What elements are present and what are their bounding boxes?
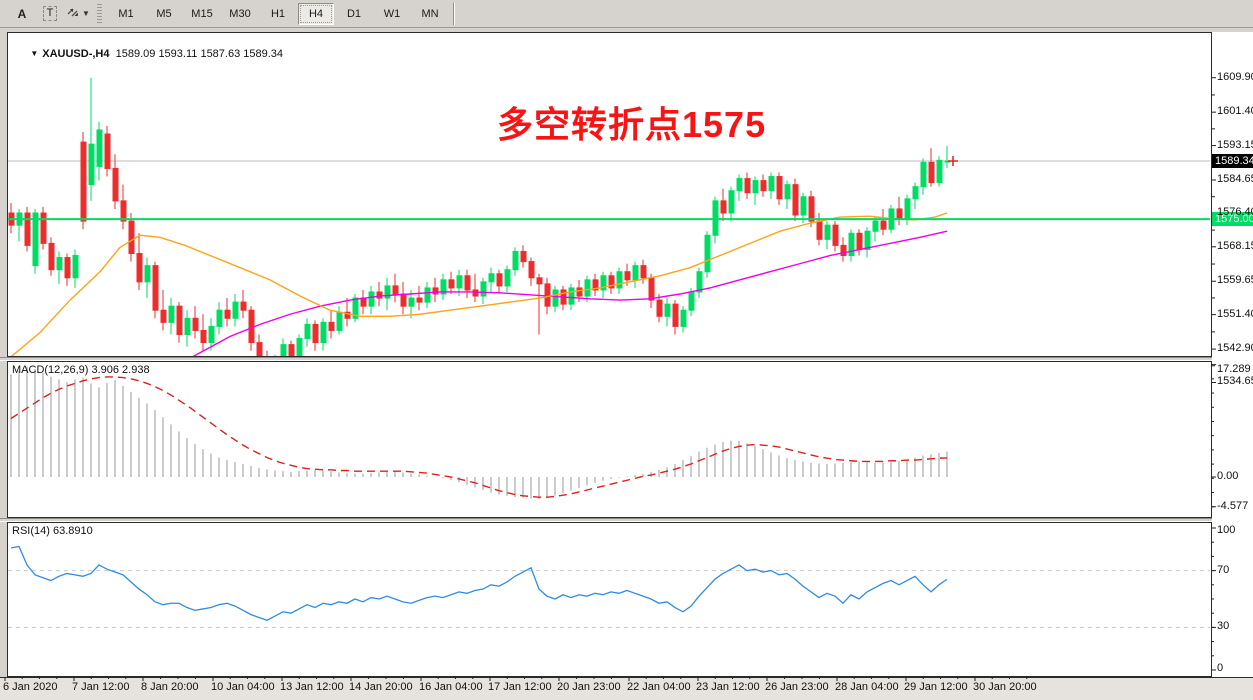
diagonal-arrows-icon <box>66 5 80 22</box>
time-axis-label: 29 Jan 12:00 <box>904 681 968 693</box>
timeframe-button-mn[interactable]: MN <box>421 7 439 20</box>
time-axis-label: 7 Jan 12:00 <box>72 681 130 693</box>
time-axis-label: 8 Jan 20:00 <box>141 681 199 693</box>
last-price-badge: 1589.34 <box>1212 154 1253 168</box>
timeframe-button-m5[interactable]: M5 <box>156 7 172 20</box>
timeframe-button-m15[interactable]: M15 <box>191 7 213 20</box>
price-axis-label: 1593.15 <box>1217 138 1253 151</box>
timeframe-button-w1[interactable]: W1 <box>383 7 401 20</box>
macd-panel[interactable] <box>7 361 1212 518</box>
time-axis[interactable] <box>0 677 1253 700</box>
hline-price-badge: 1575.00 <box>1212 212 1253 227</box>
time-axis-label: 14 Jan 20:00 <box>349 681 413 693</box>
time-axis-label: 23 Jan 12:00 <box>696 681 760 693</box>
rsi-title: RSI(14) 63.8910 <box>12 525 93 537</box>
font-tool-label: A <box>17 6 27 21</box>
time-axis-label: 30 Jan 20:00 <box>973 681 1037 693</box>
text-label-icon: T <box>42 6 58 21</box>
panel-resize-handle-rsi[interactable] <box>0 518 1253 522</box>
symbol-dropdown-icon[interactable]: ▼ <box>30 49 39 58</box>
price-axis-label: 1609.90 <box>1217 70 1253 83</box>
time-axis-label: 20 Jan 23:00 <box>557 681 621 693</box>
price-axis-label: 1576.40 <box>1217 206 1253 219</box>
macd-axis-label: 0.00 <box>1217 470 1239 482</box>
toolbar: A T ▼ M1 M5 M15 M30 H1 H4 D1 W1 MN <box>0 0 1253 28</box>
text-label-tool-button[interactable]: T <box>37 2 63 25</box>
timeframe-button-group: M1 M5 M15 M30 H1 H4 D1 W1 MN <box>107 2 449 25</box>
rsi-axis-label: 0 <box>1217 662 1224 674</box>
font-tool-button[interactable]: A <box>9 2 35 25</box>
macd-axis-label: 17.289 <box>1217 363 1251 375</box>
price-axis-label: 1542.90 <box>1217 342 1253 355</box>
time-axis-label: 10 Jan 04:00 <box>211 681 275 693</box>
time-axis-label: 6 Jan 2020 <box>3 681 58 693</box>
price-axis-label: 1568.15 <box>1217 239 1253 252</box>
macd-axis-label: -4.577 <box>1217 499 1249 512</box>
rsi-axis-label: 30 <box>1217 620 1230 633</box>
price-axis-label: 1584.65 <box>1217 172 1253 185</box>
time-axis-label: 26 Jan 23:00 <box>765 681 829 693</box>
price-axis-label: 1559.65 <box>1217 274 1253 287</box>
price-axis-label: 1551.40 <box>1217 307 1253 320</box>
time-axis-label: 16 Jan 04:00 <box>419 681 483 693</box>
time-axis-label: 17 Jan 12:00 <box>488 681 552 693</box>
time-axis-label: 13 Jan 12:00 <box>280 681 344 693</box>
macd-title: MACD(12,26,9) 3.906 2.938 <box>12 364 150 376</box>
chevron-down-icon: ▼ <box>82 9 90 18</box>
panel-resize-handle-macd[interactable] <box>0 357 1253 361</box>
ohlc-values: 1589.09 1593.11 1587.63 1589.34 <box>115 48 284 60</box>
toolbar-separator <box>453 2 455 25</box>
rsi-panel[interactable] <box>7 522 1212 677</box>
timeframe-button-m30[interactable]: M30 <box>229 7 251 20</box>
chart-window: ▼ XAUUSD-,H4 1589.09 1593.11 1587.63 1589… <box>0 28 1253 700</box>
toolbar-grip-handle[interactable] <box>97 3 102 24</box>
arrow-style-tool-button[interactable]: ▼ <box>65 2 91 25</box>
price-axis-label: 1601.40 <box>1217 105 1253 118</box>
price-axis[interactable] <box>1212 32 1253 677</box>
rsi-axis-label: 70 <box>1217 563 1230 576</box>
chart-title: ▼ XAUUSD-,H4 1589.09 1593.11 1587.63 1589… <box>12 36 283 72</box>
time-axis-label: 28 Jan 04:00 <box>835 681 899 693</box>
time-axis-label: 22 Jan 04:00 <box>627 681 691 693</box>
timeframe-button-d1[interactable]: D1 <box>346 7 362 20</box>
rsi-axis-label: 100 <box>1217 524 1236 536</box>
price-chart-panel[interactable] <box>7 32 1212 357</box>
chart-annotation-text[interactable]: 多空转折点1575 <box>497 104 767 145</box>
timeframe-button-h4[interactable]: H4 <box>298 2 334 25</box>
symbol-label: XAUUSD-,H4 <box>42 48 110 60</box>
price-axis-label: 1534.65 <box>1217 375 1253 388</box>
timeframe-button-m1[interactable]: M1 <box>118 7 134 20</box>
timeframe-button-h1[interactable]: H1 <box>270 7 286 20</box>
